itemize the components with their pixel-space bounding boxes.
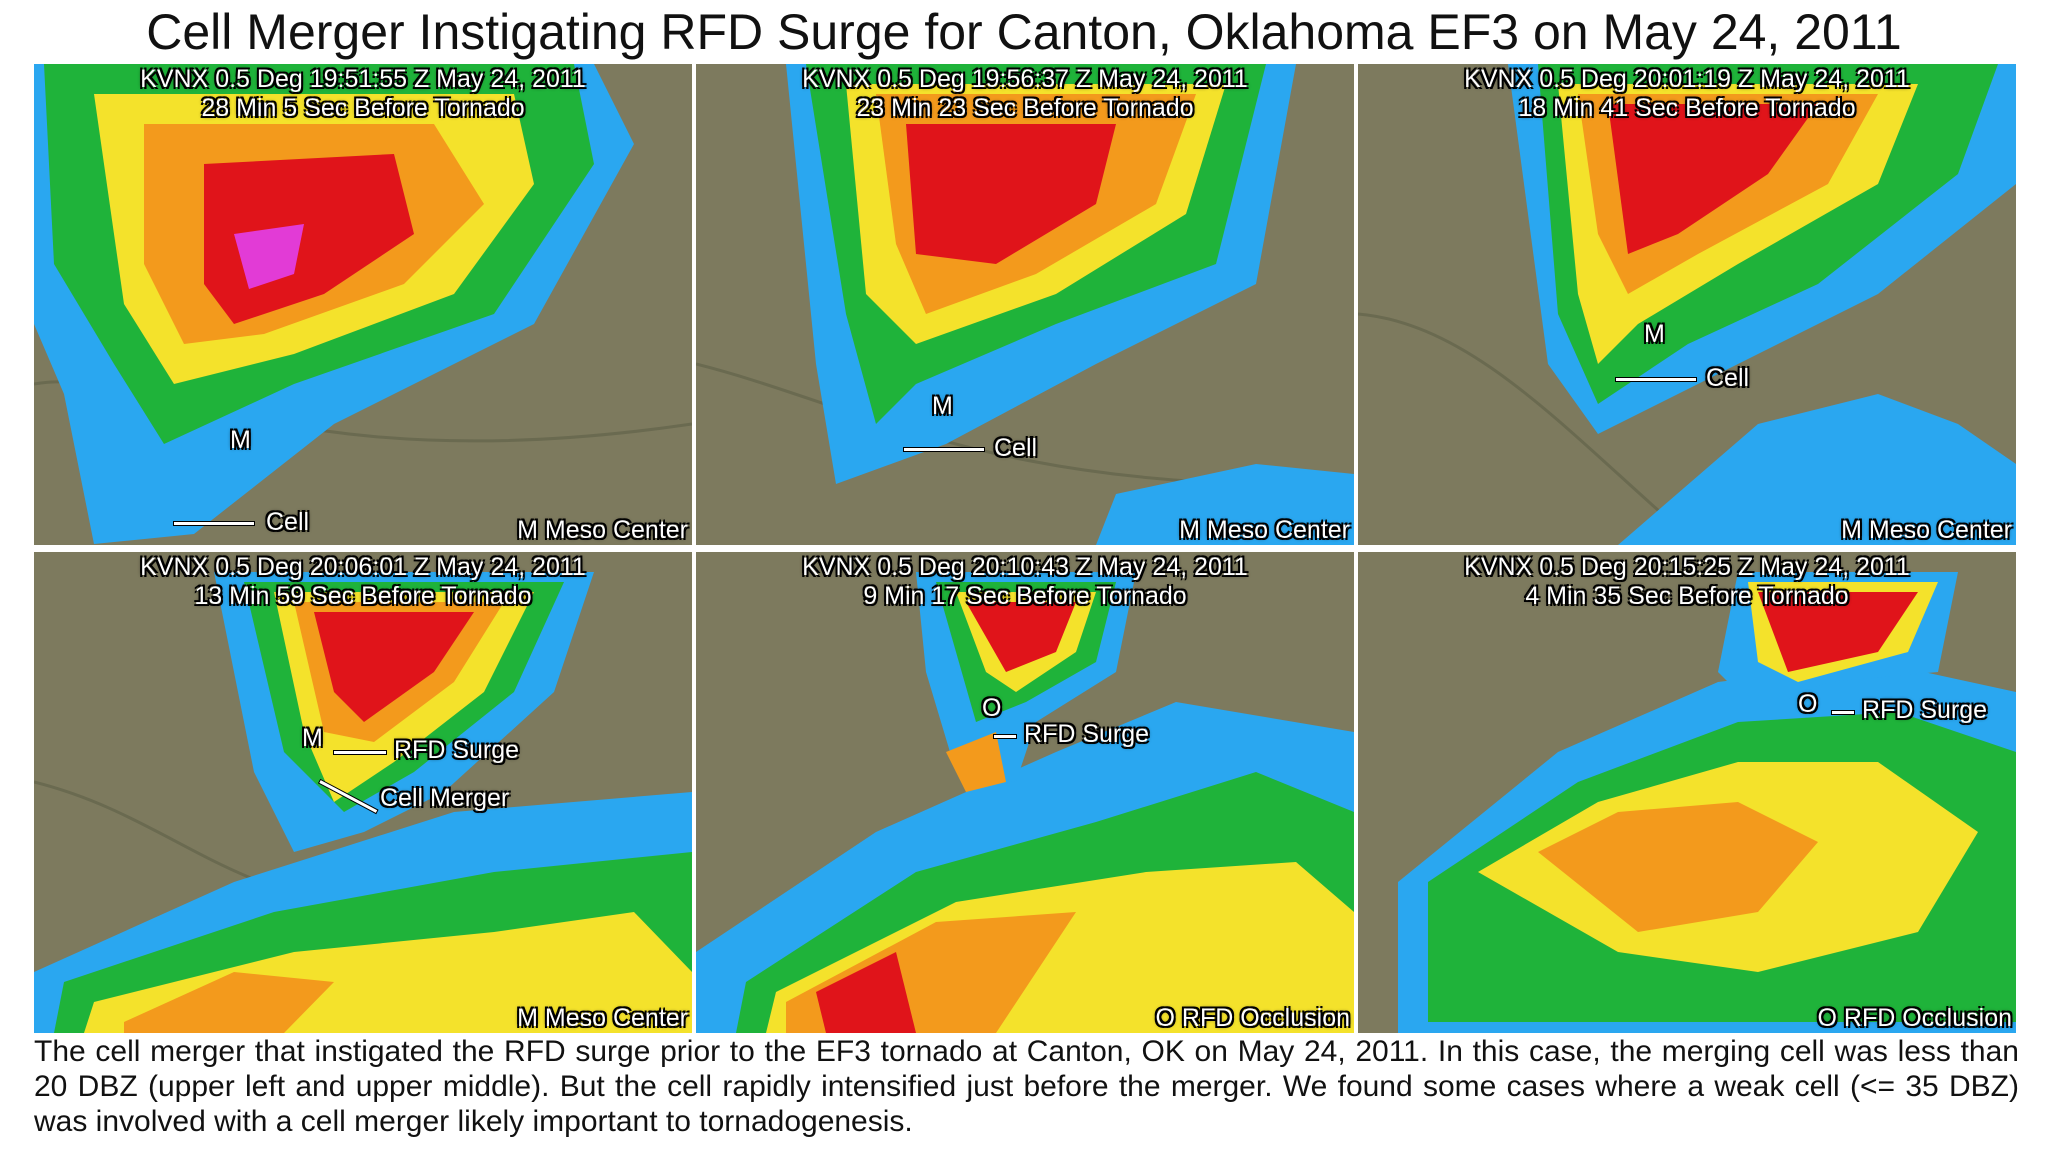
panel-6-rfd-surge-pointer <box>1832 711 1854 714</box>
panel-4-rfd-surge-pointer <box>334 751 386 754</box>
panel-6-occlusion-marker: O <box>1798 690 1818 718</box>
panel-3-time-before-tornado: 18 Min 41 Sec Before Tornado <box>1518 94 1856 122</box>
panel-5-occlusion-marker: O <box>982 694 1002 722</box>
radar-panel-6: KVNX 0.5 Deg 20:15:25 Z May 24, 2011 4 M… <box>1358 552 2016 1033</box>
panel-6-legend: O RFD Occlusion <box>1817 1004 2012 1032</box>
panel-6-rfd-surge-label: RFD Surge <box>1862 696 1988 724</box>
panel-4-meso-marker: M <box>302 724 323 752</box>
radar-panel-2: KVNX 0.5 Deg 19:56:37 Z May 24, 2011 23 … <box>696 64 1354 545</box>
radar-panel-1: KVNX 0.5 Deg 19:51:55 Z May 24, 2011 28 … <box>34 64 692 545</box>
panel-2-time-before-tornado: 23 Min 23 Sec Before Tornado <box>856 94 1194 122</box>
panel-5-legend: O RFD Occlusion <box>1155 1004 1350 1032</box>
panel-5-rfd-surge-pointer <box>994 735 1016 738</box>
panel-5-rfd-surge-label: RFD Surge <box>1024 720 1150 748</box>
figure-caption: The cell merger that instigated the RFD … <box>34 1035 2019 1138</box>
panel-3-cell-label: Cell <box>1706 364 1750 392</box>
panel-4-time-before-tornado: 13 Min 59 Sec Before Tornado <box>194 582 532 610</box>
radar-image-2 <box>696 64 1354 545</box>
panel-4-legend: M Meso Center <box>517 1004 688 1032</box>
panel-1-cell-label: Cell <box>266 508 310 536</box>
radar-panel-4: KVNX 0.5 Deg 20:06:01 Z May 24, 2011 13 … <box>34 552 692 1033</box>
panel-2-legend: M Meso Center <box>1179 516 1350 544</box>
panel-2-cell-label: Cell <box>994 434 1038 462</box>
panel-1-legend: M Meso Center <box>517 516 688 544</box>
panel-1-radar-header: KVNX 0.5 Deg 19:51:55 Z May 24, 2011 <box>140 65 586 93</box>
radar-image-4 <box>34 552 692 1033</box>
page-title: Cell Merger Instigating RFD Surge for Ca… <box>146 4 1902 60</box>
panel-5-time-before-tornado: 9 Min 17 Sec Before Tornado <box>863 582 1187 610</box>
panel-1-time-before-tornado: 28 Min 5 Sec Before Tornado <box>201 94 525 122</box>
radar-panel-grid: KVNX 0.5 Deg 19:51:55 Z May 24, 2011 28 … <box>34 64 2019 1033</box>
panel-3-meso-marker: M <box>1644 320 1665 348</box>
panel-4-rfd-surge-label: RFD Surge <box>394 736 520 764</box>
panel-5-radar-header: KVNX 0.5 Deg 20:10:43 Z May 24, 2011 <box>802 553 1248 581</box>
panel-3-cell-pointer <box>1616 378 1696 381</box>
panel-3-radar-header: KVNX 0.5 Deg 20:01:19 Z May 24, 2011 <box>1464 65 1910 93</box>
panel-4-radar-header: KVNX 0.5 Deg 20:06:01 Z May 24, 2011 <box>140 553 586 581</box>
radar-panel-3: KVNX 0.5 Deg 20:01:19 Z May 24, 2011 18 … <box>1358 64 2016 545</box>
radar-image-1 <box>34 64 692 545</box>
panel-2-meso-marker: M <box>932 392 953 420</box>
radar-image-5 <box>696 552 1354 1033</box>
panel-2-radar-header: KVNX 0.5 Deg 19:56:37 Z May 24, 2011 <box>802 65 1248 93</box>
panel-3-legend: M Meso Center <box>1841 516 2012 544</box>
radar-panel-5: KVNX 0.5 Deg 20:10:43 Z May 24, 2011 9 M… <box>696 552 1354 1033</box>
panel-1-cell-pointer <box>174 522 254 525</box>
radar-image-6 <box>1358 552 2016 1033</box>
panel-6-time-before-tornado: 4 Min 35 Sec Before Tornado <box>1525 582 1849 610</box>
radar-image-3 <box>1358 64 2016 545</box>
panel-4-cell-merger-label: Cell Merger <box>380 784 510 812</box>
panel-1-meso-marker: M <box>230 426 251 454</box>
panel-6-radar-header: KVNX 0.5 Deg 20:15:25 Z May 24, 2011 <box>1464 553 1910 581</box>
panel-2-cell-pointer <box>904 448 984 451</box>
